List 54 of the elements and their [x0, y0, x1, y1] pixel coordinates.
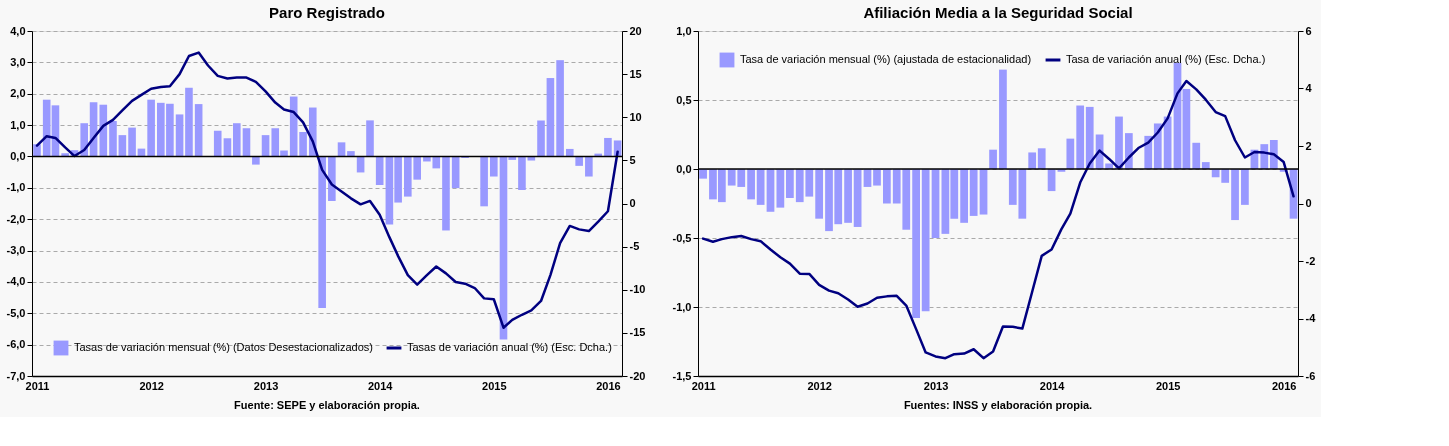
x-tick-label: 2011: [691, 379, 716, 392]
y2-tick-label: -2: [1305, 254, 1316, 267]
x-tick-label: 2014: [367, 379, 394, 392]
y-tick-label: 0,0: [676, 162, 692, 175]
source-note: Fuentes: INSS y elaboración propia.: [903, 399, 1093, 411]
y2-tick-label: -6: [1305, 369, 1316, 382]
y-tick-label: -2,0: [6, 212, 26, 225]
y2-tick-label: 20: [629, 24, 642, 37]
y2-tick-label: 5: [629, 153, 636, 166]
y2-tick-label: 0: [629, 197, 636, 209]
y2-tick-label: 10: [629, 110, 642, 123]
y2-tick-label: 6: [1305, 24, 1312, 37]
x-tick-label: 2015: [1155, 379, 1181, 392]
y2-tick-label: 2: [1305, 139, 1312, 152]
y2-tick-label: -20: [629, 369, 646, 382]
source-note: Fuente: SEPE y elaboración propia.: [234, 399, 420, 411]
y-tick-label: 0,5: [676, 93, 692, 106]
y-tick-label: -1,5: [672, 369, 692, 382]
y-tick-label: -6,0: [6, 338, 26, 351]
y-tick-label: 4,0: [10, 24, 26, 37]
y2-tick-label: 0: [1305, 197, 1312, 209]
y2-tick-label: 15: [629, 67, 642, 80]
chart-title: Afiliación Media a la Seguridad Social: [863, 4, 1133, 21]
y2-tick-label: 4: [1305, 82, 1313, 94]
y-tick-label: -3,0: [6, 244, 26, 257]
y2-tick-label: -4: [1305, 312, 1317, 324]
legend-label: Tasas de variación anual (%) (Esc. Dcha.): [407, 341, 612, 353]
x-tick-label: 2014: [1039, 379, 1066, 392]
y-tick-label: -5,0: [6, 306, 26, 319]
legend-label: Tasa de variación mensual (%) (ajustada de estacionalidad): [740, 53, 1032, 65]
y-tick-label: 1,0: [676, 24, 692, 37]
y2-tick-label: -5: [629, 240, 640, 253]
y-tick-label: 0,0: [10, 149, 26, 162]
legend-label: Tasas de variación mensual (%) (Datos Desestacionalizados): [74, 341, 373, 353]
chart-title: Paro Registrado: [269, 4, 385, 21]
x-tick-label: 2016: [596, 379, 621, 392]
legend-label: Tasa de variación anual (%) (Esc. Dcha.): [1066, 53, 1266, 65]
y-tick-label: 2,0: [10, 87, 26, 100]
y-tick-label: -1,0: [6, 181, 26, 194]
x-tick-label: 2011: [25, 379, 50, 392]
x-tick-label: 2013: [253, 379, 279, 392]
y-tick-label: -7,0: [6, 369, 26, 382]
y-tick-label: -1,0: [672, 300, 692, 313]
y-tick-label: -4,0: [6, 275, 26, 288]
x-tick-label: 2013: [923, 379, 949, 392]
x-tick-label: 2012: [807, 379, 832, 392]
y-tick-label: 3,0: [10, 55, 26, 68]
x-tick-label: 2012: [139, 379, 164, 392]
x-tick-label: 2015: [482, 379, 507, 392]
y2-tick-label: -15: [629, 326, 646, 339]
y-tick-label: -0,5: [672, 231, 692, 244]
x-tick-label: 2016: [1271, 379, 1297, 392]
y-tick-label: 1,0: [10, 118, 26, 131]
y2-tick-label: -10: [629, 283, 646, 296]
